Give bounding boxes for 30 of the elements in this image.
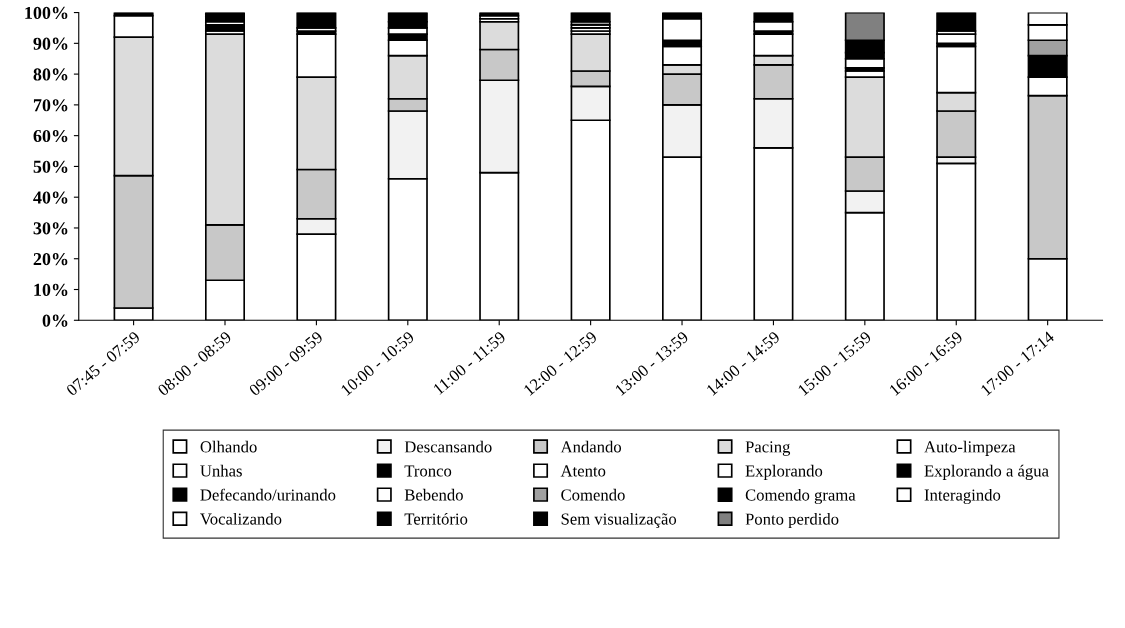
legend-label: Pacing [745, 441, 791, 456]
y-tick-label: 30% [33, 222, 68, 235]
legend-label: Atento [560, 465, 606, 477]
legend-label: Tronco [404, 465, 452, 477]
y-tick-label: 100% [25, 6, 68, 20]
legend-label: Interagindo [924, 488, 1001, 505]
legend-label: Explorando a água [924, 464, 1049, 480]
legend-label: Descansando [404, 440, 492, 453]
y-tick-label: 80% [33, 68, 68, 81]
legend-label: Comendo grama [745, 488, 856, 505]
y-tick-label: 0% [42, 314, 68, 327]
legend-label: Território [404, 512, 468, 525]
legend-label: Andando [560, 440, 622, 453]
legend-label: Explorando [745, 464, 823, 480]
legend-label: Bebendo [404, 488, 463, 501]
y-tick-label: 60% [33, 129, 68, 143]
y-tick-label: 20% [33, 252, 68, 266]
y-tick-label: 40% [33, 191, 68, 204]
y-tick-label: 50% [33, 160, 68, 173]
y-tick-label: 10% [34, 283, 68, 297]
legend-label: Unhas [200, 464, 242, 477]
y-tick-label: 90% [33, 37, 68, 50]
legend-label: Auto-limpeza [924, 440, 1016, 456]
legend-label: Sem visualização [561, 512, 677, 529]
legend-label: Comendo [561, 488, 625, 501]
legend-label: Olhando [200, 440, 257, 453]
legend-label: Ponto perdido [745, 513, 839, 529]
legend-label: Defecando/urinando [200, 488, 336, 501]
legend-label: Vocalizando [200, 512, 282, 525]
y-tick-label: 70% [33, 99, 68, 112]
